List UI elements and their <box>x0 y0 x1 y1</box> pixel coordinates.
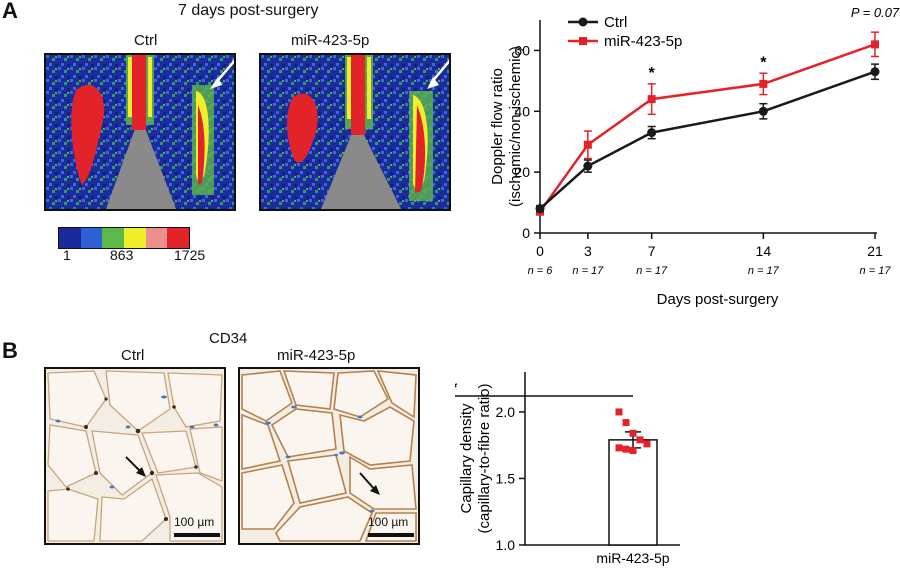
significance-stars: **** <box>455 379 457 396</box>
x-tick-label: 21 <box>867 243 883 259</box>
significance-star: * <box>760 54 767 71</box>
colorbar-swatch <box>102 228 125 248</box>
doppler-ctrl-svg <box>46 55 234 209</box>
p-value-label: P = 0.07 <box>851 5 900 20</box>
histology-image-ctrl: 100 µm <box>44 367 226 545</box>
colorbar-tick-min: 1 <box>63 247 71 263</box>
x-tick-label: 0 <box>536 243 544 259</box>
doppler-image-mir <box>259 53 451 211</box>
colorbar <box>58 227 190 249</box>
data-point <box>643 440 651 448</box>
doppler-mir-svg <box>261 55 449 209</box>
data-point <box>759 79 768 88</box>
data-point <box>647 95 656 104</box>
legend-label: miR-423-5p <box>604 33 682 50</box>
colorbar-tick-max: 1725 <box>174 247 206 263</box>
data-point <box>629 429 637 437</box>
n-label: n = 17 <box>572 265 604 277</box>
data-point <box>615 444 623 452</box>
data-point <box>870 67 880 77</box>
colorbar-swatch <box>145 228 168 248</box>
histology-mir-svg <box>241 370 417 542</box>
significance-star: * <box>649 65 656 82</box>
y-axis-label: Capillary density <box>458 403 475 514</box>
image-label-mir: miR-423-5p <box>291 32 370 49</box>
legend-label: Ctrl <box>604 14 627 31</box>
data-point <box>629 447 637 455</box>
data-point <box>622 445 630 453</box>
data-point <box>636 436 644 444</box>
colorbar-swatch <box>124 228 146 248</box>
y-tick-label: 60 <box>514 42 530 58</box>
x-tick-label: 3 <box>584 243 592 259</box>
data-point <box>758 106 768 116</box>
colorbar-swatch <box>167 228 190 248</box>
y-axis-label-2: (ischemic/non-ischemic) <box>507 46 524 207</box>
x-tick-label: 14 <box>756 243 772 259</box>
legend-marker <box>579 37 587 45</box>
image-label-ctrl: Ctrl <box>134 32 158 49</box>
x-tick-label: 7 <box>648 243 656 259</box>
data-point <box>535 204 545 214</box>
y-tick-label: 0 <box>522 225 530 241</box>
scale-bar-label-mir: 100 µm <box>368 515 409 529</box>
data-point <box>583 140 592 149</box>
x-axis-label: Days post-surgery <box>657 291 779 308</box>
n-label: n = 17 <box>748 265 780 277</box>
histology-image-mir: 100 µm <box>238 367 420 545</box>
panel-a-title: 7 days post-surgery <box>178 2 319 19</box>
histology-label-mir: miR-423-5p <box>277 347 356 364</box>
panel-b-letter: B <box>2 338 18 363</box>
data-point <box>583 161 593 171</box>
data-point <box>871 40 879 49</box>
legend-marker <box>578 17 588 27</box>
y-tick-label: 40 <box>514 103 530 119</box>
scale-bar-label-ctrl: 100 µm <box>174 515 215 529</box>
y-tick-label: 1.5 <box>496 470 516 486</box>
data-point <box>615 408 623 416</box>
stain-label: CD34 <box>209 330 248 347</box>
n-label: n = 6 <box>528 265 554 277</box>
capillary-bar-chart: 1.0 1.5 2.0 Capillary density (capillary-to-… <box>455 372 680 566</box>
colorbar-swatch <box>80 228 103 248</box>
doppler-image-ctrl <box>44 53 236 211</box>
histology-label-ctrl: Ctrl <box>121 347 145 364</box>
n-label: n = 17 <box>636 265 668 277</box>
y-tick-label: 2.0 <box>496 404 516 420</box>
y-tick-label: 20 <box>514 164 530 180</box>
bar <box>608 439 658 546</box>
data-point <box>622 419 630 427</box>
y-axis-label: Doppler flow ratio <box>489 68 506 185</box>
doppler-line-chart: 0 20 40 60 0 n = 6 3 n = 17 7 n = 17 14 n = 17 21 n =… <box>489 5 900 308</box>
n-label: n = 17 <box>860 265 892 277</box>
colorbar-tick-mid: 863 <box>110 247 134 263</box>
series-line <box>538 43 876 213</box>
y-tick-label: 1.0 <box>496 537 516 553</box>
panel-a-letter: A <box>2 0 18 23</box>
y-axis-label-2: (capillary-to-fibre ratio) <box>476 383 493 533</box>
colorbar-swatch <box>59 228 81 248</box>
data-point <box>647 128 657 138</box>
histology-ctrl-svg <box>47 370 223 542</box>
category-label: miR-423-5p <box>596 550 669 566</box>
